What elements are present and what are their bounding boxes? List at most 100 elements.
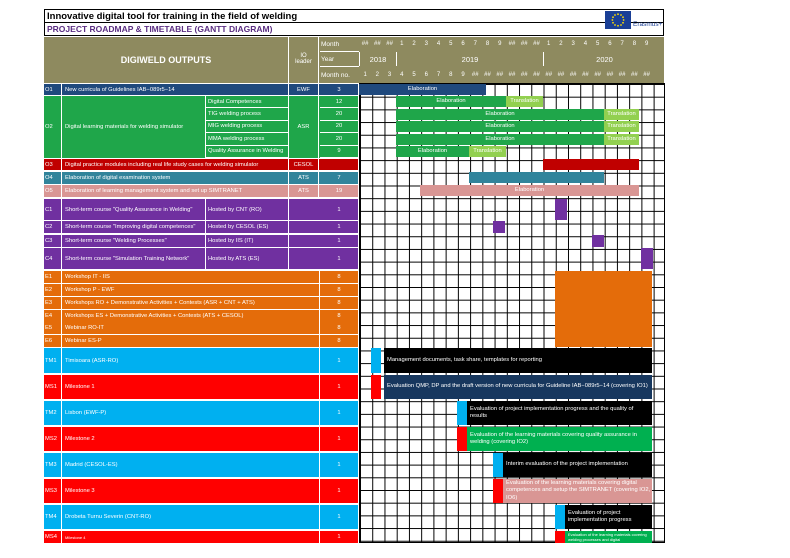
row-month-no — [320, 159, 359, 170]
row-month-no: 1 — [320, 453, 359, 477]
month-cell: 9 — [498, 41, 502, 47]
row-id: O4 — [44, 172, 62, 184]
row-e3: E3 Workshops RO + Demonstrative Activitie… — [44, 297, 359, 309]
row-io-leader: ATS — [289, 172, 319, 184]
month-number-cell: ## — [618, 72, 626, 78]
month-number-cell: ## — [643, 72, 650, 78]
row-month-no: 7 — [320, 172, 359, 184]
row-month-no: 1 — [320, 199, 359, 220]
bar-mig-elaboration: Elaboration — [396, 121, 604, 132]
row-sub-label: Quality Assurance in Welding — [206, 145, 289, 158]
row-month-no: 3 — [320, 84, 359, 95]
month-cell: 5 — [595, 41, 600, 47]
row-id: C1 — [44, 199, 62, 220]
row-id: MS1 — [44, 375, 62, 399]
month-cell: ## — [386, 41, 393, 47]
row-io-leader: CESOL — [289, 159, 319, 170]
row-sub-month-no: 20 — [320, 108, 359, 121]
row-month-no: 8 — [320, 310, 359, 322]
row-label: Webinar ES-P — [63, 335, 320, 347]
document-title: Innovative digital tool for training in … — [44, 9, 664, 22]
row-io-leader: ATS — [289, 185, 319, 197]
month-number-cell: ## — [594, 72, 601, 78]
row-o3: O3 Digital practice modules including rea… — [44, 159, 359, 170]
bar-mma-elaboration: Elaboration — [396, 134, 604, 145]
year-2020: 2020 — [543, 52, 665, 66]
bar-dc-translation: Translation — [506, 96, 543, 107]
row-sub-month-no: 9 — [320, 145, 359, 158]
row-month-no: 1 — [320, 479, 359, 503]
row-tm2: TM2 Lisbon (EWF-P) 1 — [44, 401, 359, 425]
note-ms3: Evaluation of the learning materials cov… — [503, 479, 652, 503]
row-month-no: 1 — [320, 348, 359, 373]
row-id: E6 — [44, 335, 62, 347]
month-cell: 8 — [485, 41, 490, 47]
row-id: C2 — [44, 221, 62, 233]
month-number-cell: 3 — [387, 72, 392, 78]
note-tm2: Evaluation of project implementation pro… — [467, 401, 652, 425]
month-cell: 1 — [400, 41, 404, 47]
row-id: C3 — [44, 235, 62, 247]
header-band — [44, 37, 664, 83]
bar-mma-translation: Translation — [604, 134, 639, 145]
month-number-cell: 5 — [412, 72, 416, 78]
row-label: Webinar RO-IT — [63, 322, 320, 334]
month-cell: ## — [520, 41, 528, 47]
month-number-cell: 9 — [461, 72, 465, 78]
row-c1: C1 Short-term course "Quality Assurance i… — [44, 199, 359, 220]
month-cell: ## — [361, 41, 369, 47]
row-label: Short-term course "Improving digital com… — [63, 221, 206, 233]
month-number-cell: ## — [520, 72, 528, 78]
row-e5: E5 Webinar RO-IT 8 — [44, 322, 359, 334]
row-sub-month-no: 20 — [320, 120, 359, 134]
bar-o1-elaboration: Elaboration — [359, 84, 486, 95]
row-o2: O2 Digital learning materials for welding… — [44, 96, 359, 158]
row-tm3: TM3 Madrid (CESOL-ES) 1 — [44, 453, 359, 477]
row-id: E4 — [44, 310, 62, 322]
row-sub-month-no: 12 — [320, 96, 359, 109]
row-month-no: 8 — [320, 322, 359, 334]
marker-tm4 — [555, 505, 565, 529]
month-number-cell: ## — [496, 72, 504, 78]
month-cell: 2 — [559, 41, 563, 47]
month-number-cell: 1 — [363, 72, 367, 78]
row-label: Workshop IT - IIS — [63, 271, 320, 283]
marker-ms2 — [457, 427, 467, 451]
month-number-cell: ## — [484, 72, 491, 78]
row-label: Digital learning materials for welding s… — [63, 96, 206, 158]
row-o5: O5 Elaboration of learning management sys… — [44, 185, 359, 197]
bar-mig-translation: Translation — [604, 121, 639, 132]
row-e6: E6 Webinar ES-P 8 — [44, 335, 359, 347]
row-tm4: TM4 Drobeta Turnu Severin (CNT-RO) 1 — [44, 505, 359, 529]
row-host: Hosted by IIS (IT) — [206, 235, 289, 247]
row-month-no: 8 — [320, 297, 359, 309]
row-id: E2 — [44, 284, 62, 296]
row-io-leader: ASR — [289, 96, 319, 158]
row-c2: C2 Short-term course "Improving digital c… — [44, 221, 359, 233]
row-sub-label: Digital Competences — [206, 96, 289, 109]
month-cell: 4 — [436, 41, 441, 47]
row-io-leader: EWF — [289, 84, 319, 95]
marker-tm3 — [493, 453, 503, 477]
row-label: Workshops RO + Demonstrative Activities … — [63, 297, 320, 309]
row-id: O1 — [44, 84, 62, 95]
row-sub-month-no: 20 — [320, 133, 359, 146]
marker-ms3 — [493, 479, 503, 503]
month-number-cell: ## — [545, 72, 553, 78]
row-host: Hosted by CNT (RO) — [206, 199, 289, 220]
row-month-no: 1 — [320, 401, 359, 425]
erasmus-logo: Erasmus+ — [605, 11, 663, 33]
row-sub-label: MIG welding process — [206, 120, 289, 134]
note-tm1: Management documents, task share, templa… — [384, 348, 652, 373]
marker-ms1 — [371, 375, 381, 399]
row-o1: O1 New curricula of Guidelines IAB−089r5−… — [44, 84, 359, 95]
month-label: Month — [320, 37, 359, 52]
row-label: Workshop P - EWF — [63, 284, 320, 296]
row-id: TM2 — [44, 401, 62, 425]
row-label: Short-term course "Welding Processes" — [63, 235, 206, 247]
note-ms2: Evaluation of the learning materials cov… — [467, 427, 652, 451]
row-id: E5 — [44, 322, 62, 334]
row-tm1: TM1 Timisoara (ASR-RO) 1 — [44, 348, 359, 373]
row-c3: C3 Short-term course "Welding Processes" H… — [44, 235, 359, 247]
